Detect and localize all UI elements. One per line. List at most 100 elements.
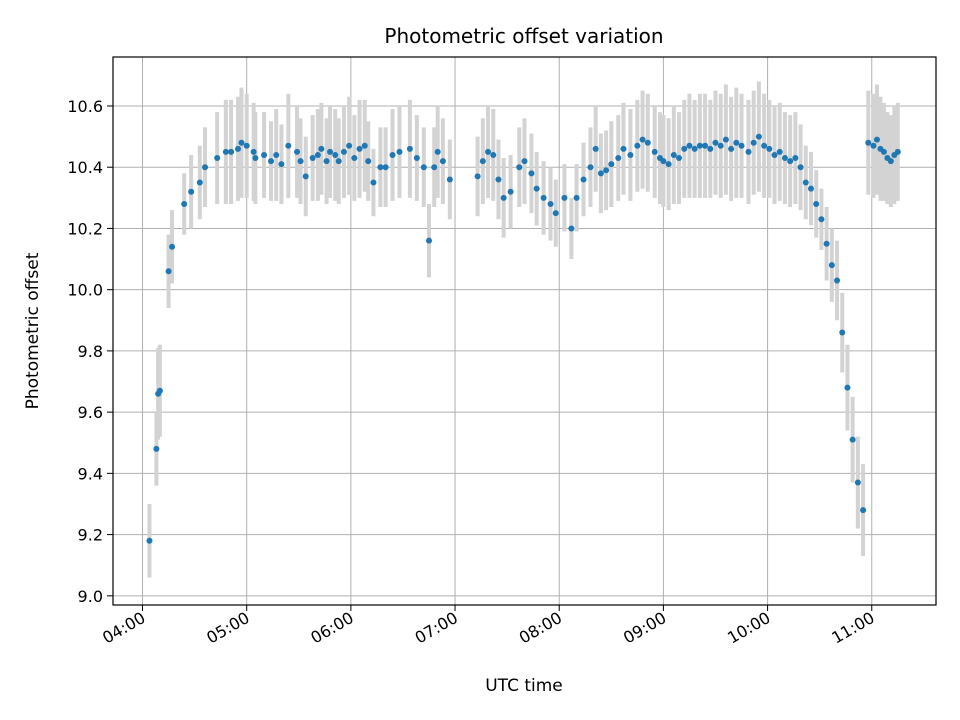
data-point — [169, 243, 176, 250]
data-point — [516, 164, 523, 171]
data-point — [792, 155, 799, 162]
data-point — [813, 200, 820, 207]
data-point — [156, 387, 163, 394]
plot-frame — [112, 56, 937, 606]
data-point — [620, 145, 627, 152]
data-point — [243, 142, 250, 149]
data-point — [873, 136, 880, 143]
data-point — [188, 188, 195, 195]
data-point — [644, 139, 651, 146]
data-point — [781, 155, 788, 162]
data-point — [603, 167, 610, 174]
data-point — [238, 139, 245, 146]
data-point — [802, 179, 809, 186]
data-point — [250, 148, 257, 155]
y-axis-title: Photometric offset — [23, 252, 43, 409]
data-point — [389, 151, 396, 158]
data-point — [474, 173, 481, 180]
data-point — [302, 173, 309, 180]
data-point — [314, 151, 321, 158]
data-point — [860, 507, 867, 514]
data-point — [854, 479, 861, 486]
data-point — [733, 139, 740, 146]
y-tick-label: 9.4 — [78, 464, 103, 483]
data-point — [761, 142, 768, 149]
data-point — [228, 148, 235, 155]
y-tick-label: 9.8 — [78, 342, 103, 361]
data-point — [665, 161, 672, 168]
data-point — [261, 151, 268, 158]
data-point — [865, 139, 872, 146]
data-point — [887, 158, 894, 165]
data-point — [807, 185, 814, 192]
data-point — [880, 148, 887, 155]
data-point — [818, 216, 825, 223]
data-point — [615, 155, 622, 162]
data-point — [235, 145, 242, 152]
data-point — [420, 164, 427, 171]
data-point — [547, 200, 554, 207]
data-point — [844, 384, 851, 391]
data-point — [568, 225, 575, 232]
data-point — [587, 164, 594, 171]
data-point — [285, 142, 292, 149]
data-point — [627, 151, 634, 158]
data-point — [592, 145, 599, 152]
data-point — [370, 179, 377, 186]
data-point — [439, 158, 446, 165]
data-point — [712, 139, 719, 146]
data-point — [660, 158, 667, 165]
data-point — [533, 185, 540, 192]
data-point — [750, 139, 757, 146]
chart-title: Photometric offset variation — [384, 24, 663, 48]
data-point — [479, 158, 486, 165]
data-point — [294, 148, 301, 155]
data-point — [639, 136, 646, 143]
y-tick-label: 10.0 — [67, 281, 103, 300]
data-point — [396, 148, 403, 155]
data-point — [580, 176, 587, 183]
data-point — [446, 176, 453, 183]
data-point — [521, 158, 528, 165]
data-point — [309, 155, 316, 162]
y-tick-label: 9.0 — [78, 587, 103, 606]
data-point — [540, 194, 547, 201]
data-point — [696, 142, 703, 149]
data-point — [214, 155, 221, 162]
data-point — [181, 200, 188, 207]
data-point — [849, 436, 856, 443]
data-point — [722, 136, 729, 143]
data-point — [346, 142, 353, 149]
data-point — [351, 155, 358, 162]
data-point — [528, 170, 535, 177]
data-point — [356, 145, 363, 152]
data-point — [196, 179, 203, 186]
data-point — [670, 151, 677, 158]
x-axis-title: UTC time — [485, 676, 563, 696]
data-point — [431, 164, 438, 171]
data-point — [561, 194, 568, 201]
data-point — [686, 142, 693, 149]
data-point — [823, 240, 830, 247]
data-point — [318, 145, 325, 152]
data-point — [340, 148, 347, 155]
data-point — [681, 145, 688, 152]
data-point — [717, 142, 724, 149]
data-point — [146, 537, 153, 544]
data-point — [597, 170, 604, 177]
data-point — [485, 148, 492, 155]
data-point — [707, 145, 714, 152]
data-point — [365, 158, 372, 165]
data-points — [146, 133, 901, 544]
data-point — [552, 210, 559, 217]
y-tick-label: 10.4 — [67, 158, 103, 177]
data-point — [495, 176, 502, 183]
data-point — [834, 277, 841, 284]
data-point — [361, 142, 368, 149]
data-point — [691, 145, 698, 152]
data-point — [894, 148, 901, 155]
data-point — [413, 155, 420, 162]
data-point — [745, 148, 752, 155]
